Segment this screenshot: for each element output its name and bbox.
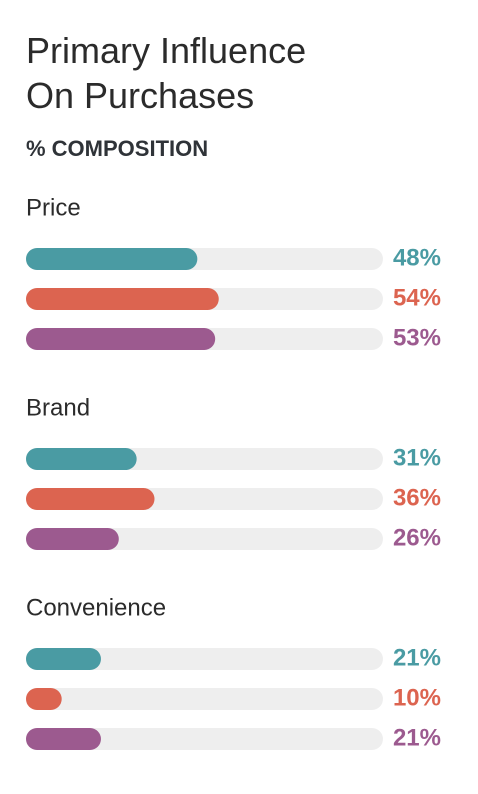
value-label: 48%: [393, 244, 441, 271]
value-label: 21%: [393, 644, 441, 671]
bar: [26, 448, 137, 470]
chart-subtitle: % COMPOSITION: [26, 136, 209, 161]
category-label: Convenience: [26, 594, 166, 621]
value-label: 53%: [393, 324, 441, 351]
value-label: 31%: [393, 444, 441, 471]
bar-track: [26, 688, 383, 710]
value-label: 54%: [393, 284, 441, 311]
category-label: Price: [26, 194, 81, 221]
value-label: 26%: [393, 524, 441, 551]
chart-title: Primary Influence On Purchases: [26, 30, 307, 116]
category-label: Brand: [26, 394, 90, 421]
bar: [26, 288, 219, 310]
bar: [26, 488, 155, 510]
bar: [26, 688, 62, 710]
bar-track: [26, 648, 383, 670]
bar: [26, 528, 119, 550]
bar: [26, 248, 198, 270]
value-label: 36%: [393, 484, 441, 511]
bar: [26, 728, 101, 750]
bar-track: [26, 728, 383, 750]
value-label: 21%: [393, 724, 441, 751]
bar: [26, 648, 101, 670]
bar: [26, 328, 216, 350]
value-label: 10%: [393, 684, 441, 711]
